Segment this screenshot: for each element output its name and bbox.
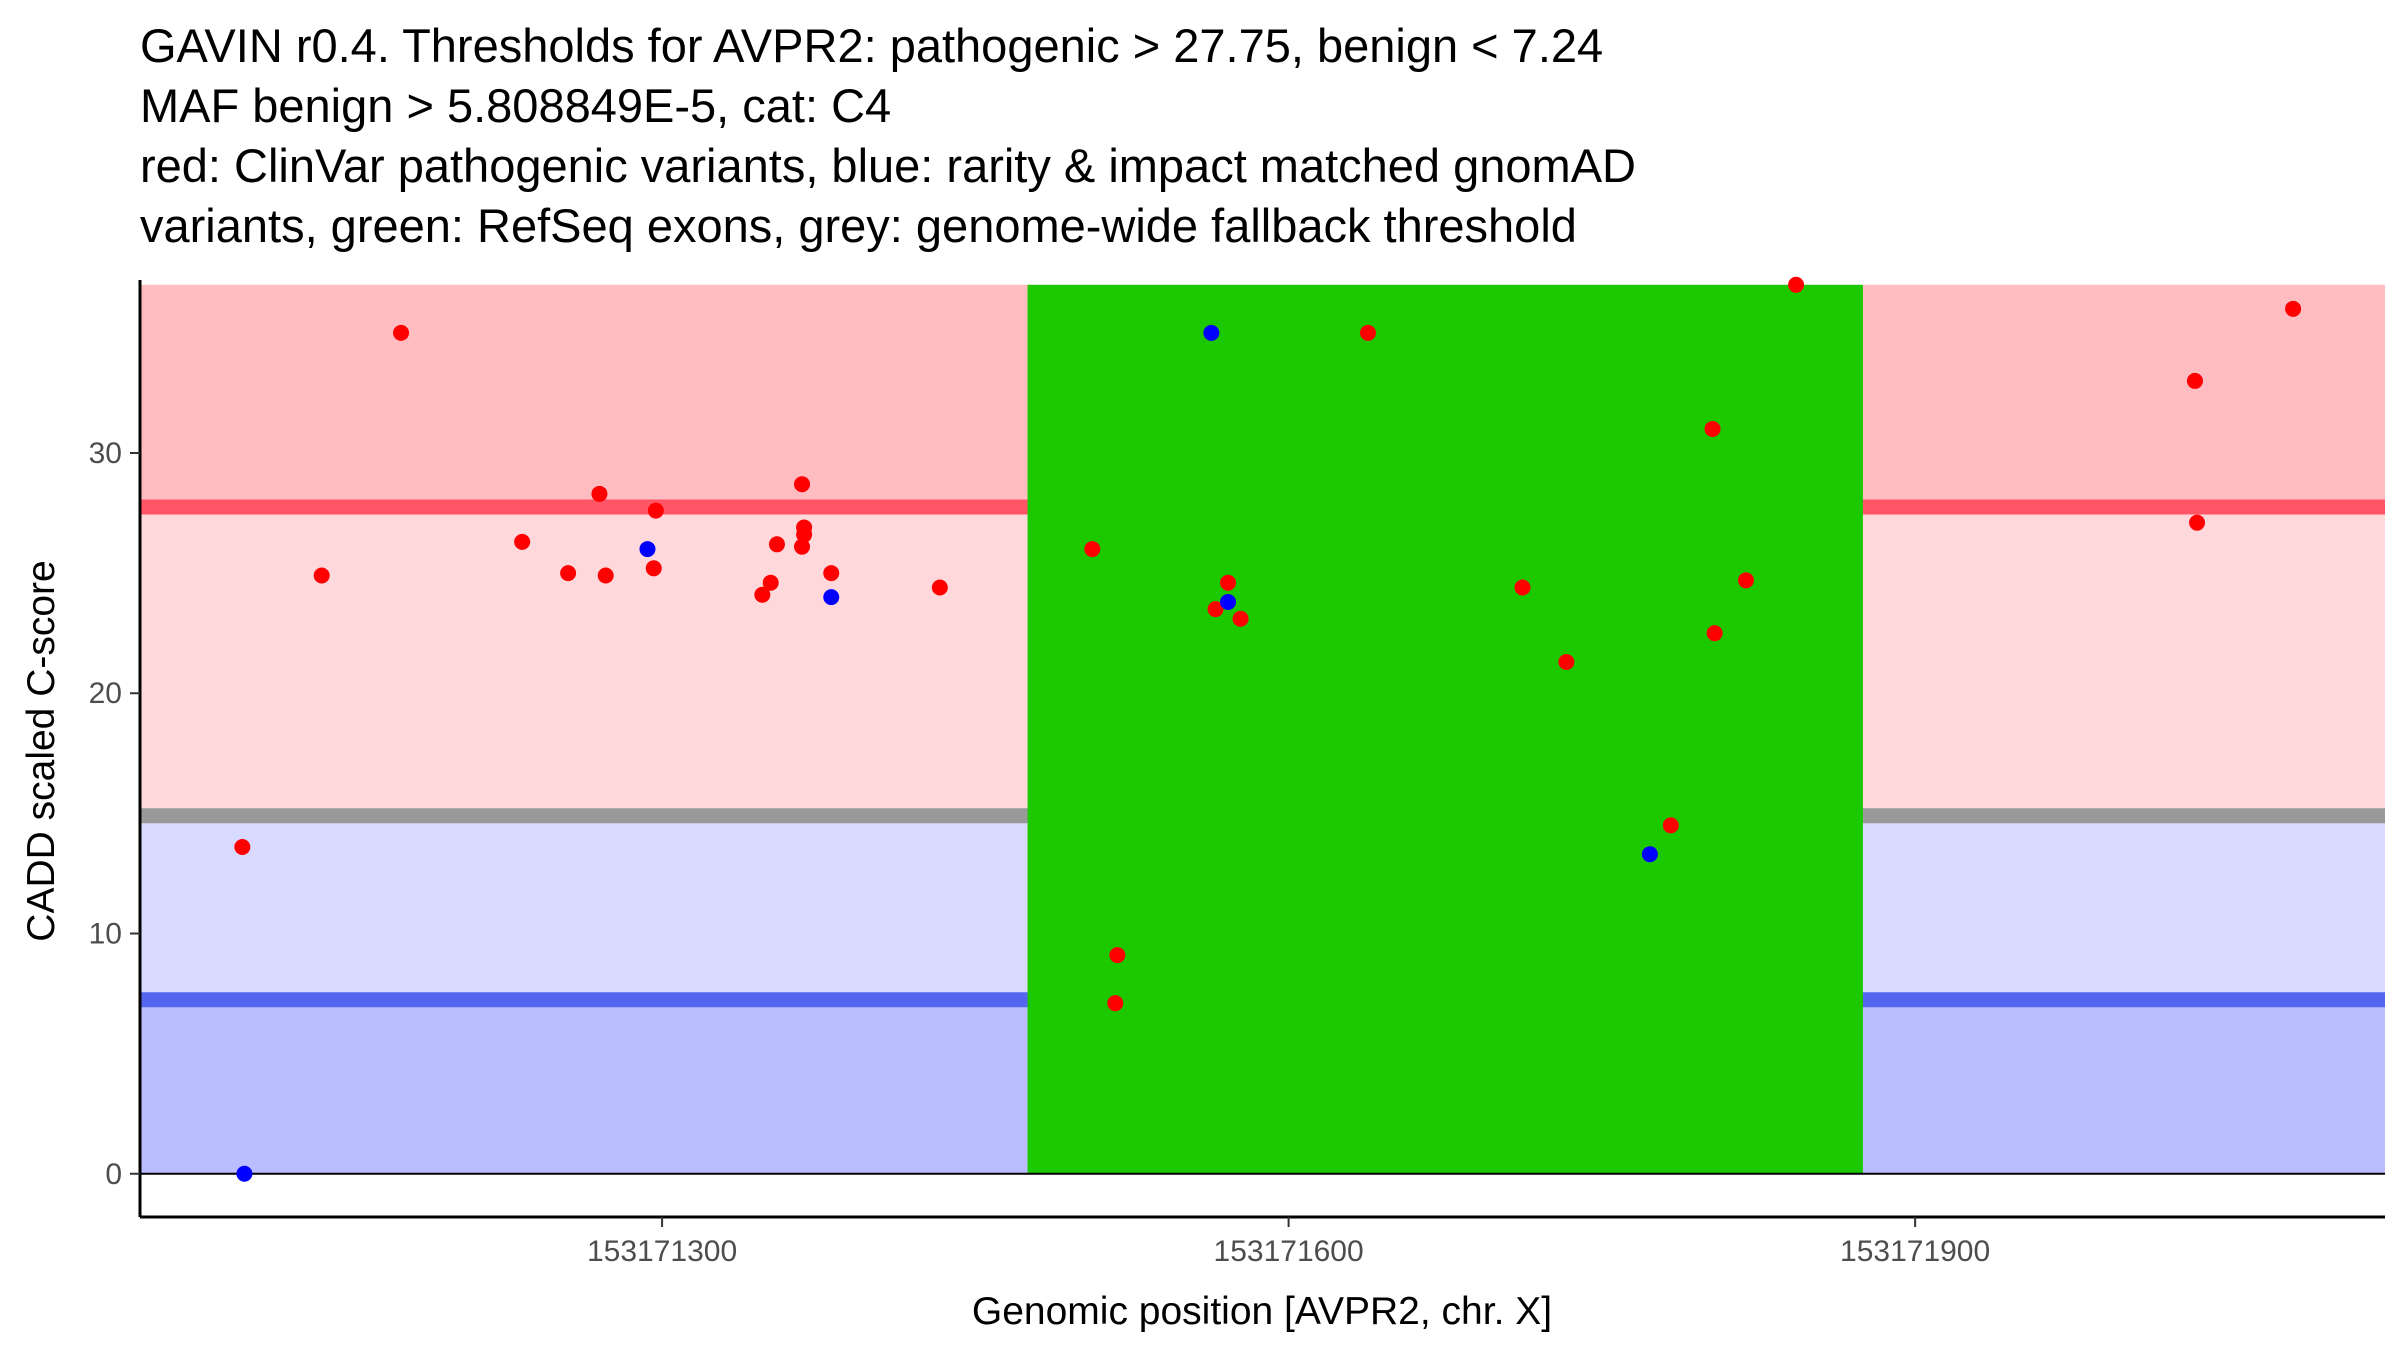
title-line-4: variants, green: RefSeq exons, grey: gen…	[140, 199, 1577, 252]
clinvar-point-3	[514, 533, 531, 550]
clinvar-point-8	[647, 502, 664, 519]
clinvar-point-24	[1359, 324, 1376, 341]
x-tick-label-2: 153171900	[1840, 1235, 1990, 1268]
clinvar-point-15	[794, 538, 811, 555]
gnomad-point-4	[1220, 593, 1237, 610]
clinvar-point-12	[794, 476, 811, 493]
clinvar-point-29	[1706, 625, 1723, 642]
clinvar-point-18	[1084, 541, 1101, 558]
gnomad-point-5	[1641, 846, 1658, 863]
x-axis-title: Genomic position [AVPR2, chr. X]	[972, 1290, 1552, 1333]
clinvar-point-19	[1109, 947, 1126, 964]
clinvar-point-0	[234, 839, 251, 856]
clinvar-point-31	[1788, 276, 1805, 293]
clinvar-point-27	[1662, 817, 1679, 834]
refseq-exon-region	[1027, 284, 1863, 1174]
chart-title: GAVIN r0.4. Thresholds for AVPR2: pathog…	[140, 16, 2340, 256]
title-line-3: red: ClinVar pathogenic variants, blue: …	[140, 139, 1636, 192]
y-tick-label-2: 20	[89, 677, 122, 710]
y-tick-label-1: 10	[89, 917, 122, 950]
clinvar-point-17	[931, 579, 948, 596]
gnomad-point-1	[639, 541, 656, 558]
title-line-2: MAF benign > 5.808849E-5, cat: C4	[140, 79, 892, 132]
clinvar-point-26	[1558, 654, 1575, 671]
clinvar-point-32	[2186, 372, 2203, 389]
clinvar-point-28	[1704, 420, 1721, 437]
clinvar-point-23	[1232, 610, 1249, 627]
clinvar-point-11	[768, 536, 785, 553]
clinvar-point-21	[1207, 601, 1224, 618]
clinvar-point-1	[313, 567, 330, 584]
clinvar-point-7	[645, 560, 662, 577]
y-tick-label-3: 30	[89, 437, 122, 470]
gnomad-point-3	[1203, 324, 1220, 341]
clinvar-point-30	[1737, 572, 1754, 589]
clinvar-point-6	[597, 567, 614, 584]
clinvar-point-10	[762, 574, 779, 591]
title-line-1: GAVIN r0.4. Thresholds for AVPR2: pathog…	[140, 19, 1604, 72]
x-tick-label-1: 153171600	[1214, 1235, 1364, 1268]
clinvar-point-16	[823, 565, 840, 582]
gnomad-point-2	[823, 589, 840, 606]
y-axis-title: CADD scaled C-score	[20, 560, 63, 941]
clinvar-point-33	[2189, 514, 2206, 531]
clinvar-point-34	[2285, 300, 2302, 317]
clinvar-point-22	[1220, 574, 1237, 591]
clinvar-point-5	[591, 485, 608, 502]
clinvar-point-9	[754, 586, 771, 603]
gnomad-point-0	[236, 1165, 253, 1182]
clinvar-point-25	[1514, 579, 1531, 596]
x-tick-label-0: 153171300	[587, 1235, 737, 1268]
clinvar-point-20	[1107, 995, 1124, 1012]
clinvar-point-4	[560, 565, 577, 582]
clinvar-point-2	[393, 324, 410, 341]
y-tick-label-0: 0	[105, 1158, 122, 1191]
clinvar-point-14	[796, 526, 813, 543]
